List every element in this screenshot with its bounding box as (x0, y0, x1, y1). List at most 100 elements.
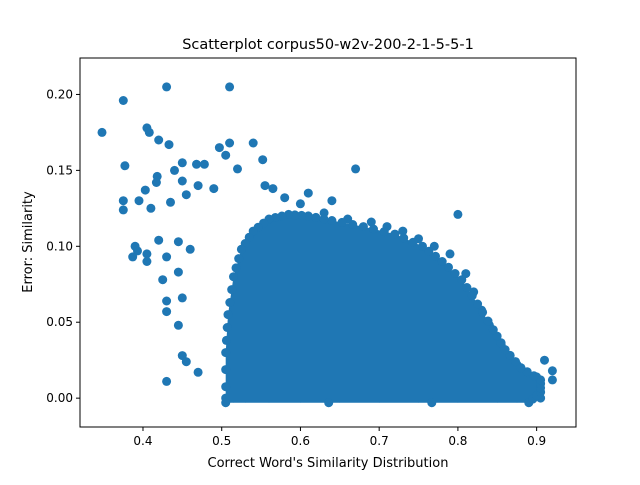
scatter-point (297, 210, 307, 220)
dense-cluster-region (225, 214, 541, 403)
scatter-point (457, 275, 467, 285)
scatter-point (118, 205, 128, 215)
scatter-point (154, 235, 164, 245)
scatter-point (500, 345, 510, 355)
scatter-point (231, 263, 241, 273)
scatter-point (118, 96, 128, 105)
scatter-point (536, 375, 546, 385)
scatter-point (162, 82, 172, 92)
scatter-point (225, 138, 235, 148)
scatter-point (496, 338, 506, 348)
scatter-point (225, 82, 235, 92)
scatter-point (280, 193, 290, 203)
scatter-point (144, 127, 154, 137)
scatter-point (227, 285, 237, 295)
scatter-point (431, 251, 440, 261)
scatter-point (445, 249, 455, 259)
scatter-point (221, 348, 231, 358)
scatter-point (193, 181, 203, 191)
scatter-point (133, 246, 142, 256)
scatter-point (223, 310, 233, 320)
y-axis-label: Error: Similarity (21, 191, 36, 293)
scatter-point (221, 382, 231, 392)
scatter-point (390, 229, 400, 239)
scatter-point (140, 185, 150, 195)
y-tick-label: 0.10 (46, 239, 73, 253)
scatter-point (199, 159, 209, 169)
scatter-point (358, 222, 368, 232)
scatter-point (166, 197, 175, 207)
scatter-point (399, 233, 409, 243)
scatter-point (134, 196, 144, 206)
x-axis-ticks: 0.4 0.5 0.6 0.7 0.8 0.9 (133, 427, 546, 448)
scatter-point (181, 190, 191, 200)
scatter-point (427, 398, 437, 408)
scatter-point (379, 227, 389, 237)
scatter-point (483, 316, 493, 326)
scatter-point (193, 367, 203, 377)
scatter-point (162, 296, 172, 306)
scatter-point (547, 375, 557, 385)
scatter-point (162, 252, 172, 262)
scatter-point (529, 371, 539, 381)
y-tick-label: 0.00 (46, 391, 73, 405)
scatter-point (221, 398, 231, 408)
scatter-point (177, 293, 187, 303)
scatter-point (185, 244, 195, 254)
scatter-point (221, 365, 231, 375)
scatter-point (311, 212, 321, 222)
scatter-point (170, 165, 179, 175)
scatter-point (97, 127, 107, 137)
x-tick-label: 0.6 (291, 434, 310, 448)
scatter-point (327, 216, 337, 225)
x-tick-label: 0.9 (527, 434, 546, 448)
scatter-point (173, 237, 183, 247)
scatter-point (120, 161, 130, 171)
scatter-point (248, 138, 258, 148)
scatter-point (450, 269, 460, 278)
scatter-point (222, 323, 232, 332)
scatter-point (337, 217, 347, 227)
chart-title: Scatterplot corpus50-w2v-200-2-1-5-5-1 (182, 37, 474, 53)
scatter-point (473, 299, 483, 309)
scatter-point (437, 257, 447, 266)
dense-cluster (221, 209, 546, 408)
plot-frame (79, 57, 577, 428)
scatter-point (540, 355, 549, 365)
scatter-point (192, 159, 201, 169)
scatter-point (158, 275, 168, 285)
x-tick-label: 0.5 (212, 434, 231, 448)
scatter-point (229, 272, 238, 282)
scatter-point (221, 335, 231, 345)
scatter-point (295, 199, 305, 209)
scatter-point (516, 363, 526, 373)
scatter-point (146, 203, 156, 213)
scatter-point (444, 262, 453, 272)
y-tick-label: 0.05 (46, 315, 73, 329)
scatter-point (214, 143, 224, 153)
scatter-point (221, 150, 231, 160)
scatter-point (547, 366, 557, 376)
scatter-point (398, 226, 408, 236)
scatter-point (142, 249, 152, 259)
scatter-point (268, 184, 278, 194)
scatter-point (236, 244, 246, 254)
scatter-point (233, 164, 242, 174)
x-tick-label: 0.8 (448, 434, 467, 448)
scatter-point (258, 155, 268, 165)
scatter-point (478, 307, 488, 317)
scatter-point (154, 135, 164, 145)
scatter-point (173, 267, 183, 277)
scatter-point (209, 184, 219, 194)
scatter-point (164, 140, 174, 150)
scatter-point (177, 158, 187, 168)
scatter-point (348, 220, 358, 229)
scatter-point (351, 164, 361, 174)
scatter-point (369, 224, 378, 234)
scatter-point (303, 188, 313, 198)
scatter-point (366, 217, 376, 227)
scatter-point (142, 257, 152, 266)
x-axis-label: Correct Word's Similarity Distribution (208, 456, 449, 471)
scatter-point (225, 298, 235, 307)
